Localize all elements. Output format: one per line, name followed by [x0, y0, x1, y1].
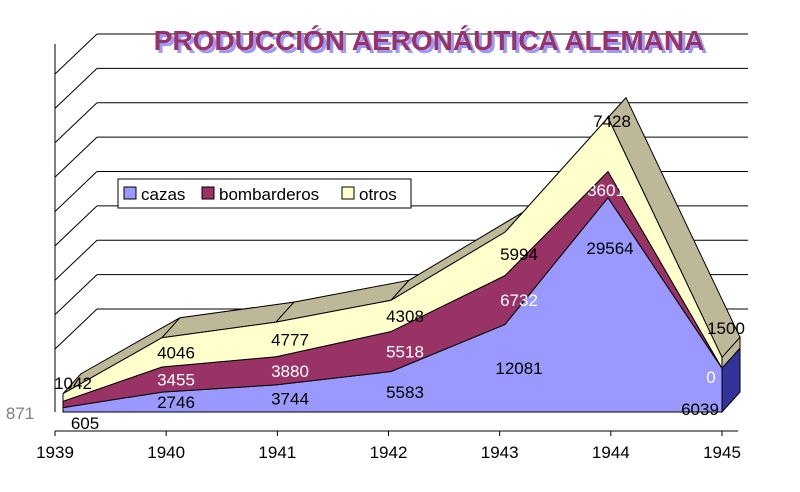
- gridline-side: [54, 136, 98, 178]
- data-label-otros: 4046: [157, 343, 195, 362]
- data-label-bombarderos: 6732: [500, 291, 538, 310]
- data-label-otros: 7428: [593, 112, 631, 131]
- data-label-otros: 4308: [386, 307, 424, 326]
- area-otros: [62, 116, 723, 403]
- legend-label-otros: otros: [359, 185, 397, 204]
- x-tick-label: 1942: [370, 443, 408, 462]
- x-tick-label: 1943: [481, 443, 519, 462]
- gridline-side: [54, 205, 98, 247]
- data-label-cazas: 12081: [495, 359, 542, 378]
- x-tick-label: 1944: [592, 443, 630, 462]
- x-tick-label: 1941: [258, 443, 296, 462]
- data-label-cazas: 3744: [271, 389, 309, 408]
- chart-title: PRODUCCIÓN AERONÁUTICA ALEMANA: [154, 25, 705, 56]
- data-label-bombarderos: 871: [6, 404, 34, 423]
- data-label-cazas: 5583: [386, 383, 424, 402]
- data-label-otros: 5994: [500, 245, 538, 264]
- x-tick-label: 1940: [147, 443, 185, 462]
- gridline-side: [54, 308, 98, 350]
- data-label-cazas: 29564: [586, 239, 633, 258]
- chart-title-shadow: PRODUCCIÓN AERONÁUTICA ALEMANA: [157, 28, 708, 59]
- gridline-side: [54, 102, 98, 144]
- data-label-cazas: 2746: [157, 393, 195, 412]
- data-label-bombarderos: 3880: [271, 362, 309, 381]
- data-label-bombarderos: 0: [706, 368, 715, 387]
- legend-swatch-bombarderos: [201, 186, 215, 200]
- data-label-otros: 4777: [271, 330, 309, 349]
- gridline-side: [54, 68, 98, 109]
- legend: cazas bombarderos otros: [117, 178, 412, 209]
- data-label-otros: 1042: [54, 374, 92, 393]
- legend-swatch-cazas: [123, 186, 137, 200]
- legend-label-cazas: cazas: [141, 185, 185, 204]
- plot-area: [62, 96, 741, 414]
- data-label-cazas: 605: [71, 414, 99, 433]
- legend-swatch-otros: [341, 186, 355, 200]
- data-label-otros: 1500: [707, 319, 745, 338]
- gridline-side: [54, 274, 98, 315]
- x-tick-label: 1945: [703, 443, 741, 462]
- x-axis: 1939 1940 1941 1942 1943 1944 1945: [36, 430, 741, 462]
- data-label-bombarderos: 5518: [386, 343, 424, 362]
- data-labels: 605 2746 3744 5583 12081 29564 6039 871 3455 3880…: [6, 112, 745, 433]
- data-label-bombarderos: 3601: [587, 181, 625, 200]
- gridline-side: [54, 171, 98, 212]
- gridline-side: [54, 33, 98, 75]
- legend-box: [117, 178, 412, 209]
- gridline-side: [54, 239, 98, 281]
- x-tick-label: 1939: [36, 443, 74, 462]
- legend-label-bombarderos: bombarderos: [219, 185, 319, 204]
- data-label-bombarderos: 3455: [157, 371, 195, 390]
- data-label-cazas: 6039: [681, 400, 719, 419]
